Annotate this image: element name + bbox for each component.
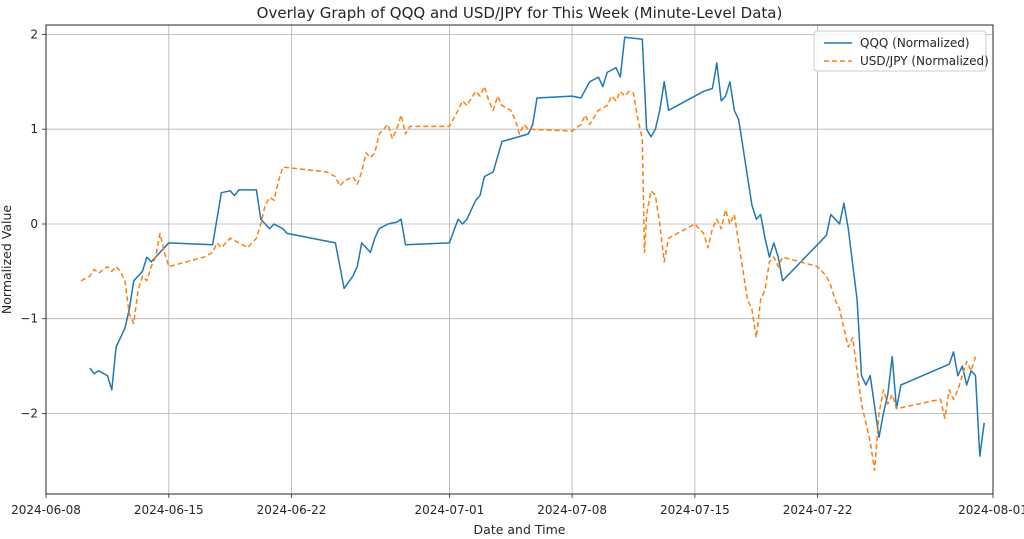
x-tick-label: 2024-08-01	[958, 503, 1024, 517]
y-tick-label: 2	[30, 28, 38, 42]
x-axis-label: Date and Time	[474, 522, 566, 537]
x-tick-label: 2024-06-22	[257, 503, 327, 517]
x-tick-label: 2024-07-01	[415, 503, 485, 517]
y-axis-label: Normalized Value	[0, 205, 14, 314]
y-tick-label: −1	[20, 312, 38, 326]
series-line-usdjpy	[80, 85, 977, 472]
x-tick-label: 2024-06-15	[134, 503, 204, 517]
x-tick-label: 2024-07-15	[660, 503, 730, 517]
series-layer	[80, 36, 985, 472]
y-tick-label: −2	[20, 407, 38, 421]
x-tick-label: 2024-07-22	[783, 503, 853, 517]
legend-label-usdjpy: USD/JPY (Normalized)	[860, 54, 989, 68]
x-tick-label: 2024-07-08	[537, 503, 607, 517]
y-tick-label: 0	[30, 217, 38, 231]
y-tick-label: 1	[30, 122, 38, 136]
ticks: 2024-06-08 2024-06-15 2024-06-22 2024-07-01…	[11, 28, 1024, 518]
legend: QQQ (Normalized) USD/JPY (Normalized)	[813, 30, 989, 72]
legend-label-qqq: QQQ (Normalized)	[860, 36, 970, 50]
x-tick-label: 2024-06-08	[11, 503, 81, 517]
chart-title: Overlay Graph of QQQ and USD/JPY for Thi…	[257, 4, 783, 22]
legend-box	[813, 30, 987, 72]
series-line-qqq	[89, 36, 985, 457]
plot-frame	[45, 24, 994, 495]
grid	[45, 25, 994, 494]
